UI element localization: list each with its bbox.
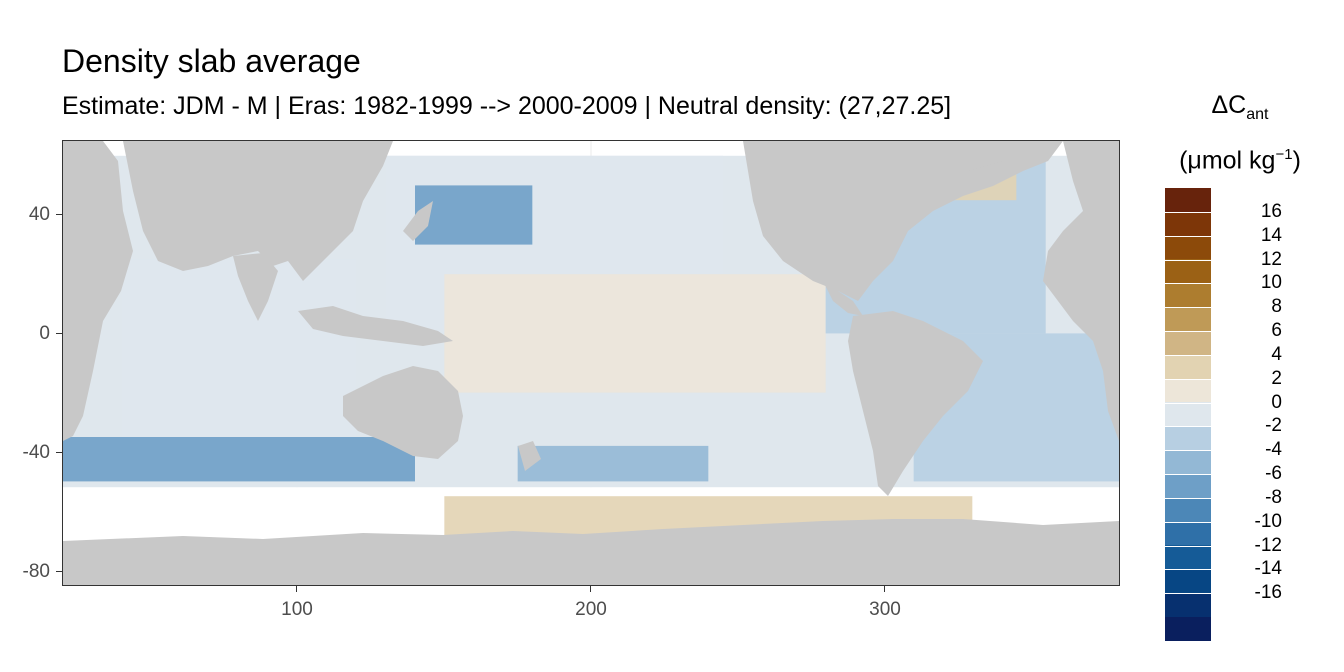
- legend-color-bin: [1165, 545, 1211, 570]
- x-tick-label-100: 100: [281, 599, 313, 620]
- legend-tick: [1165, 235, 1211, 237]
- legend-tick-label: 16: [1260, 200, 1282, 222]
- legend-color-bin: [1165, 259, 1211, 284]
- y-tick-mark: [56, 571, 62, 572]
- legend-unit-sup: −1: [1275, 146, 1293, 163]
- legend-tick-label: -6: [1265, 463, 1282, 485]
- legend-color-bin: [1165, 569, 1211, 594]
- legend-color-bin: [1165, 235, 1211, 260]
- legend-tick-label: -8: [1265, 486, 1282, 508]
- legend-tick: [1165, 331, 1211, 333]
- legend-tick-label: 14: [1260, 224, 1282, 246]
- x-tick-mark: [590, 586, 591, 592]
- legend-tick: [1165, 211, 1211, 213]
- legend-color-bin: [1165, 283, 1211, 308]
- legend-color-bin: [1165, 593, 1211, 617]
- legend-tick: [1165, 426, 1211, 428]
- legend-tick-label: 8: [1271, 296, 1282, 318]
- legend-color-bin: [1165, 521, 1211, 546]
- legend-title-variable: ΔCant: [1160, 88, 1320, 132]
- legend-tick: [1165, 378, 1211, 380]
- legend-tick-label: 0: [1271, 391, 1282, 413]
- y-tick-mark: [56, 214, 62, 215]
- legend-tick-label: 4: [1271, 343, 1282, 365]
- legend-unit-open: (μmol kg: [1179, 146, 1276, 175]
- legend-color-bin: [1165, 188, 1211, 212]
- legend-color-bin: [1165, 616, 1211, 641]
- ocean-region-cell: [121, 259, 357, 437]
- legend-tick-label: -10: [1254, 510, 1282, 532]
- legend-tick: [1165, 593, 1211, 595]
- antarctica-landmass: [63, 519, 1119, 585]
- africa-landmass-east: [1043, 141, 1119, 441]
- legend-tick-label: -2: [1265, 415, 1282, 437]
- legend-color-bin: [1165, 450, 1211, 474]
- legend-tick: [1165, 474, 1211, 476]
- legend-tick-label: -12: [1254, 534, 1282, 556]
- eurasia-landmass: [123, 141, 393, 281]
- y-tick-label-0: 0: [39, 323, 50, 344]
- africa-landmass: [63, 141, 133, 441]
- y-tick-mark: [56, 452, 62, 453]
- legend-color-bin: [1165, 211, 1211, 236]
- legend-color-bin: [1165, 497, 1211, 522]
- legend-color-bin: [1165, 330, 1211, 355]
- legend-tick: [1165, 545, 1211, 547]
- legend-color-bin: [1165, 354, 1211, 379]
- chart-subtitle: Estimate: JDM - M | Eras: 1982-1999 --> …: [62, 92, 952, 120]
- legend-tick-label: 10: [1260, 272, 1282, 294]
- south-america-landmass: [848, 311, 983, 496]
- legend-title: ΔCant (μmol kg−1): [1160, 88, 1320, 177]
- x-tick-label-300: 300: [869, 599, 901, 620]
- legend-unit-close: ): [1292, 146, 1301, 175]
- legend-tick-label: 6: [1271, 320, 1282, 342]
- legend-title-sub: ant: [1246, 106, 1269, 123]
- legend-tick-label: -14: [1254, 558, 1282, 580]
- map-panel: [62, 140, 1120, 586]
- x-tick-mark: [296, 586, 297, 592]
- legend-tick-label: -16: [1254, 582, 1282, 604]
- legend-tick: [1165, 307, 1211, 309]
- maritime-continent-landmass: [298, 306, 453, 346]
- legend-tick: [1165, 283, 1211, 285]
- australia-landmass: [343, 366, 463, 459]
- ocean-region-cell: [63, 437, 415, 482]
- ocean-region-cell: [517, 445, 709, 482]
- map-plot: [63, 141, 1119, 585]
- y-tick-label-minus40: -40: [22, 442, 50, 463]
- legend-colorbar: [1165, 188, 1211, 641]
- north-america-landmass: [743, 141, 1063, 301]
- chart-title: Density slab average: [62, 43, 361, 79]
- legend-color-bin: [1165, 307, 1211, 331]
- ocean-region-cell: [415, 185, 533, 245]
- legend-tick: [1165, 450, 1211, 452]
- japan-landmass: [403, 201, 433, 241]
- legend-title-unit: (μmol kg−1): [1160, 138, 1320, 177]
- legend-tick-label: 2: [1271, 367, 1282, 389]
- ocean-region-cell: [444, 274, 826, 393]
- y-tick-mark: [56, 333, 62, 334]
- new-zealand-landmass: [518, 441, 541, 471]
- legend-tick: [1165, 521, 1211, 523]
- x-tick-mark: [884, 586, 885, 592]
- india-landmass: [233, 253, 278, 321]
- legend-color-bin: [1165, 378, 1211, 403]
- legend-tick: [1165, 354, 1211, 356]
- legend-tick-label: 12: [1260, 248, 1282, 270]
- y-tick-label-40: 40: [28, 204, 50, 225]
- legend-tick: [1165, 497, 1211, 499]
- legend-title-main: ΔC: [1211, 91, 1247, 119]
- legend-color-bin: [1165, 402, 1211, 427]
- central-america-landmass: [823, 281, 863, 316]
- legend-color-bin: [1165, 426, 1211, 451]
- legend-tick-label: -4: [1265, 439, 1282, 461]
- greenland-landmass: [923, 141, 1063, 171]
- legend-color-bin: [1165, 473, 1211, 498]
- land-layer: [63, 141, 1119, 585]
- x-tick-label-200: 200: [575, 599, 607, 620]
- y-tick-label-minus80: -80: [22, 561, 50, 582]
- legend-tick: [1165, 569, 1211, 571]
- legend-tick: [1165, 402, 1211, 404]
- legend-tick: [1165, 259, 1211, 261]
